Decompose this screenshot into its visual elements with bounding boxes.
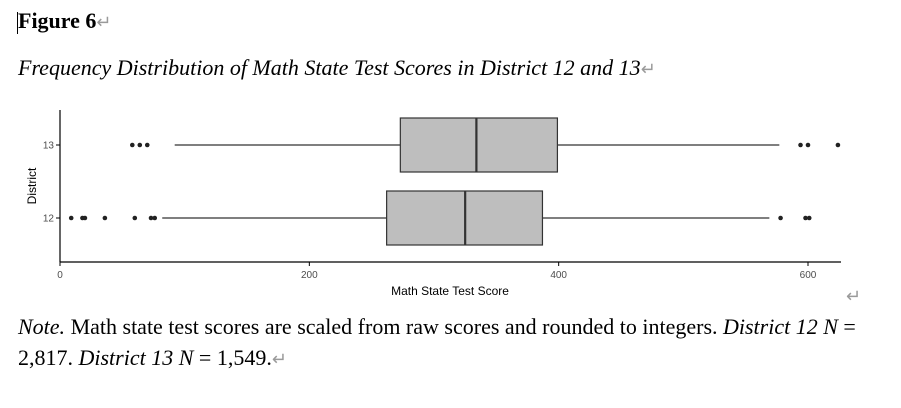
- return-mark-icon: ↵: [640, 59, 656, 79]
- x-tick-label: 0: [57, 270, 63, 281]
- return-mark-icon: ↵: [96, 12, 112, 32]
- return-mark-icon: ↵: [271, 349, 287, 369]
- return-mark-icon: ↵: [846, 286, 862, 306]
- outlier-point: [132, 215, 138, 221]
- outlier-point: [144, 142, 150, 148]
- note-italic-2: District 13 N: [78, 345, 194, 370]
- figure-caption-text: Frequency Distribution of Math State Tes…: [18, 55, 641, 80]
- outlier-point: [798, 142, 803, 148]
- note-label: Note.: [18, 314, 66, 339]
- text-cursor: [17, 12, 18, 34]
- outlier-point: [805, 142, 811, 148]
- note-text-1: Math state test scores are scaled from r…: [65, 314, 723, 339]
- figure-label: Figure 6↵: [18, 8, 112, 34]
- x-tick-label: 600: [800, 270, 817, 281]
- outlier-point: [803, 215, 808, 221]
- x-axis-title: Math State Test Score: [391, 284, 509, 298]
- note-text-2: = 2,817.: [18, 314, 856, 370]
- outlier-point: [148, 215, 154, 221]
- outlier-point: [130, 142, 135, 148]
- iqr-box: [399, 117, 559, 173]
- figure-label-text: Figure 6: [18, 8, 97, 33]
- outlier-point: [835, 142, 841, 148]
- y-tick-label: 12: [43, 214, 55, 225]
- outlier-point: [68, 215, 74, 221]
- note-text-3: = 1,549.: [193, 345, 272, 370]
- outlier-point: [102, 215, 108, 221]
- outlier-point: [82, 215, 88, 221]
- x-tick-label: 400: [550, 270, 567, 281]
- note-italic-1: District 12 N: [723, 314, 838, 339]
- y-tick-label: 13: [43, 141, 55, 152]
- x-tick-label: 200: [301, 270, 318, 281]
- figure-note: Note. Math state test scores are scaled …: [18, 311, 878, 375]
- outlier-point: [778, 215, 783, 221]
- outlier-point: [152, 215, 158, 221]
- outlier-point: [137, 142, 143, 148]
- y-axis-title: District: [25, 167, 39, 204]
- figure-caption: Frequency Distribution of Math State Tes…: [18, 55, 656, 81]
- outlier-point: [806, 215, 812, 221]
- boxplot-chart: 0 200 400 600 12 13 Math State Test Score Distr…: [25, 110, 841, 298]
